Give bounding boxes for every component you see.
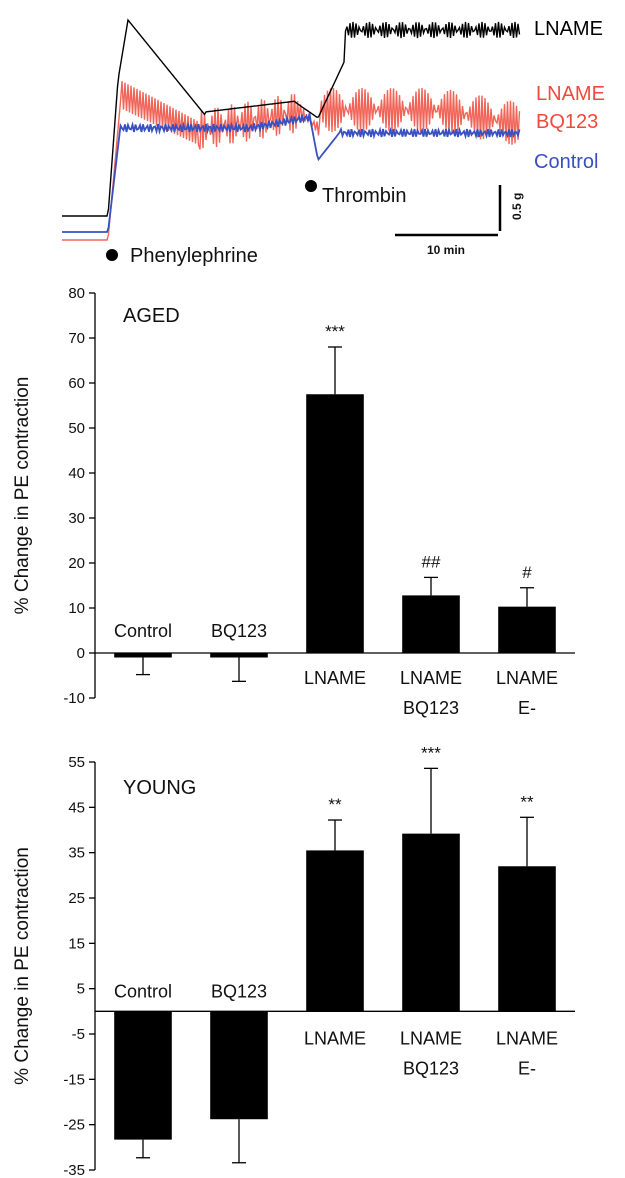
trace-line <box>62 113 521 233</box>
y-tick-label: 25 <box>68 890 85 907</box>
y-tick-label: 20 <box>68 555 85 572</box>
y-tick-label: -5 <box>72 1026 85 1043</box>
event-label: Thrombin <box>322 185 406 207</box>
y-tick-label: 5 <box>77 981 85 998</box>
bar <box>498 866 556 1012</box>
scale-bar-label: 10 min <box>427 243 465 257</box>
panel-annotation: AGED <box>123 305 180 327</box>
y-tick-label: 15 <box>68 935 85 952</box>
trace-line <box>62 81 521 241</box>
x-tick-label: Control <box>114 621 172 641</box>
y-tick-label: 70 <box>68 330 85 347</box>
bar <box>306 394 364 653</box>
bar <box>210 653 268 658</box>
x-tick-label: LNAME <box>496 668 558 688</box>
x-tick-label: BQ123 <box>211 981 267 1001</box>
bar <box>114 1011 172 1140</box>
bar <box>402 833 460 1012</box>
x-tick-label: LNAME <box>496 1028 558 1048</box>
significance-label: ** <box>328 795 342 814</box>
significance-label: ## <box>422 552 441 571</box>
x-tick-label: LNAME <box>304 1028 366 1048</box>
series-label: Control <box>534 151 598 173</box>
trace-line <box>62 18 521 217</box>
y-tick-label: -25 <box>63 1117 85 1134</box>
trace-panel: LNAME LNAME BQ123 Control Phenylephrine Throm… <box>62 18 605 267</box>
y-tick-label: -35 <box>63 1162 85 1178</box>
event-marker <box>305 180 317 192</box>
x-tick-label: LNAME <box>304 668 366 688</box>
y-tick-label: 50 <box>68 420 85 437</box>
bar <box>402 595 460 653</box>
significance-label: ** <box>520 792 534 811</box>
series-label: BQ123 <box>536 111 598 133</box>
x-tick-label: BQ123 <box>403 698 459 718</box>
x-tick-label: Control <box>114 981 172 1001</box>
bar <box>210 1011 268 1120</box>
y-tick-label: 80 <box>68 285 85 302</box>
y-tick-label: 40 <box>68 465 85 482</box>
x-tick-label: LNAME <box>400 1028 462 1048</box>
event-label: Phenylephrine <box>130 245 258 267</box>
panel-annotation: YOUNG <box>123 777 196 799</box>
scale-bar-label: 0.5 g <box>510 193 524 220</box>
series-label: LNAME <box>536 83 605 105</box>
y-tick-label: 45 <box>68 799 85 816</box>
bar <box>114 653 172 658</box>
y-tick-label: 0 <box>77 645 85 662</box>
aged-bar-chart: -10 0 10 20 30 40 50 60 70 80 % Change in PE contr… <box>12 285 575 718</box>
x-tick-label: LNAME <box>400 668 462 688</box>
y-axis-label: % Change in PE contraction <box>12 847 33 1085</box>
bar <box>306 850 364 1012</box>
y-tick-label: -10 <box>63 690 85 707</box>
y-tick-label: -15 <box>63 1071 85 1088</box>
y-tick-label: 55 <box>68 754 85 771</box>
y-tick-label: 60 <box>68 375 85 392</box>
significance-label: # <box>522 563 532 582</box>
significance-label: *** <box>421 743 441 762</box>
y-tick-label: 10 <box>68 600 85 617</box>
x-tick-label: E- <box>518 1058 536 1078</box>
event-marker <box>106 249 118 261</box>
bar <box>498 606 556 653</box>
x-tick-label: BQ123 <box>211 621 267 641</box>
young-bar-chart: -35 -25 -15 -5 5 15 25 35 45 55 % Change in PE con… <box>12 743 575 1178</box>
x-tick-label: BQ123 <box>403 1058 459 1078</box>
x-tick-label: E- <box>518 698 536 718</box>
series-label: LNAME <box>534 18 603 40</box>
y-axis-label: % Change in PE contraction <box>12 377 33 615</box>
y-tick-label: 35 <box>68 845 85 862</box>
y-tick-label: 30 <box>68 510 85 527</box>
significance-label: *** <box>325 322 345 341</box>
